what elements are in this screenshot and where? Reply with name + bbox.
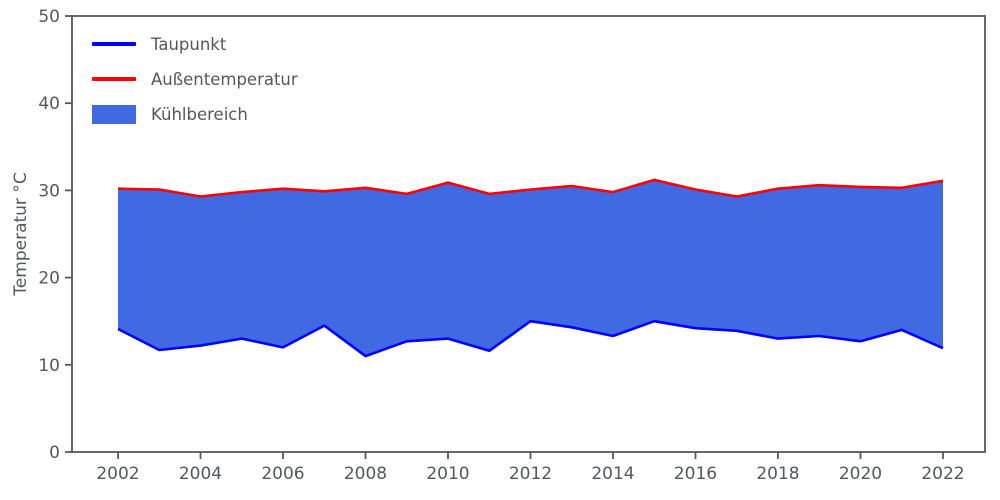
aussentemperatur-line-swatch <box>92 77 136 81</box>
y-tick-label: 40 <box>38 94 60 114</box>
x-tick-label: 2014 <box>591 464 634 484</box>
legend-item-aussentemperatur: Außentemperatur <box>92 67 298 91</box>
legend: Taupunkt Außentemperatur Kühlbereich <box>92 32 298 126</box>
y-tick-label: 0 <box>49 443 60 463</box>
legend-label-aussentemperatur: Außentemperatur <box>151 69 298 89</box>
x-tick-label: 2004 <box>179 464 222 484</box>
y-axis-label: Temperatur °C <box>11 172 31 296</box>
x-tick-label: 2020 <box>839 464 882 484</box>
x-tick-label: 2008 <box>344 464 387 484</box>
y-tick-label: 10 <box>38 356 60 376</box>
taupunkt-line <box>117 319 944 358</box>
legend-item-kuehlbereich: Kühlbereich <box>92 102 298 126</box>
aussentemperatur-line <box>117 178 944 198</box>
x-tick-label: 2006 <box>261 464 304 484</box>
kuehlbereich-area <box>118 179 943 357</box>
x-tick-label: 2018 <box>756 464 799 484</box>
legend-item-taupunkt: Taupunkt <box>92 32 298 56</box>
y-tick-label: 20 <box>38 269 60 289</box>
x-tick-label: 2002 <box>96 464 139 484</box>
x-tick-label: 2016 <box>674 464 717 484</box>
legend-label-kuehlbereich: Kühlbereich <box>151 104 248 124</box>
x-tick-label: 2010 <box>426 464 469 484</box>
y-tick-label: 50 <box>38 7 60 27</box>
taupunkt-line-swatch <box>92 42 136 46</box>
x-tick-label: 2022 <box>921 464 964 484</box>
y-tick-label: 30 <box>38 181 60 201</box>
axes-frame <box>71 15 986 453</box>
legend-label-taupunkt: Taupunkt <box>151 34 227 54</box>
x-tick-label: 2012 <box>509 464 552 484</box>
kuehlbereich-patch-swatch <box>92 104 136 124</box>
